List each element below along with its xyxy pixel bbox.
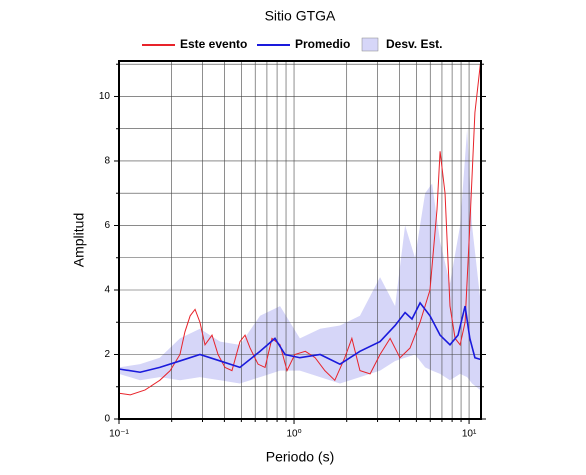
legend-label: Desv. Est. (386, 37, 442, 51)
y-tick-label: 8 (104, 156, 110, 167)
y-tick-label: 4 (104, 285, 110, 296)
y-tick-label: 10 (99, 91, 111, 102)
y-tick-label: 2 (104, 349, 110, 360)
std-band (119, 128, 481, 390)
x-tick-label: 10¹ (462, 429, 477, 440)
plot-frame (118, 60, 482, 420)
x-tick-label: 10⁰ (286, 429, 301, 440)
y-axis-label: Amplitud (71, 213, 87, 267)
legend-label: Este evento (180, 37, 247, 51)
legend-swatch (361, 37, 379, 52)
chart-title: Sitio GTGA (265, 8, 336, 24)
x-axis-label: Periodo (s) (266, 449, 334, 465)
y-tick-label: 6 (104, 220, 110, 231)
series-line (118, 64, 481, 396)
x-tick-label: 10⁻¹ (109, 429, 129, 440)
series-line (118, 301, 481, 374)
y-tick-label: 0 (104, 414, 110, 425)
legend-label: Promedio (295, 37, 350, 51)
